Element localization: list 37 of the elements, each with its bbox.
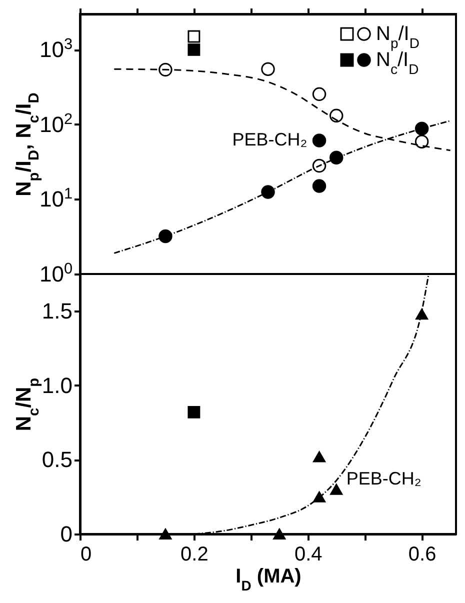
- y-tick-label: 0.5: [42, 447, 72, 472]
- point: [312, 134, 326, 148]
- point: [273, 528, 286, 540]
- y-tick-label: 10$^{1}$: [39, 185, 72, 212]
- point: [330, 484, 343, 495]
- y-tick-label: 10$^{3}$: [39, 36, 72, 62]
- legend-label: N$_{p}$/I$_{D}$: [376, 23, 420, 51]
- legend-label: N$_{c}$/I$_{D}$: [376, 49, 419, 77]
- y-tick-label: 1.5: [42, 298, 72, 324]
- x-tick-label: 0.2: [180, 544, 208, 566]
- x-tick-label: 0.4: [294, 544, 322, 566]
- annotation: PEB-CH₂: [346, 468, 422, 488]
- point: [158, 229, 172, 244]
- x-axis-title: I$_{D}$ (MA): [236, 566, 302, 594]
- point: [261, 62, 275, 76]
- point: [313, 451, 326, 462]
- point: [188, 30, 200, 43]
- point: [414, 122, 429, 136]
- y-tick-label: 1.0: [42, 372, 72, 398]
- point: [188, 406, 200, 418]
- point: [158, 62, 172, 77]
- point: [313, 491, 326, 502]
- point: [261, 185, 275, 199]
- point: [312, 158, 326, 173]
- point: [159, 528, 172, 540]
- point: [312, 87, 326, 102]
- y-tick-label: 0: [60, 522, 72, 546]
- point: [312, 179, 326, 193]
- x-tick-label: 0: [80, 544, 92, 566]
- point: [329, 150, 344, 164]
- point: [414, 134, 429, 148]
- annotation: PEB-CH₂: [232, 130, 308, 150]
- point: [188, 43, 200, 56]
- point: [329, 108, 344, 123]
- x-tick-label: 0.6: [408, 544, 436, 566]
- y-tick-label: 10$^{0}$: [39, 260, 72, 286]
- y-tick-label: 10$^{2}$: [39, 110, 72, 137]
